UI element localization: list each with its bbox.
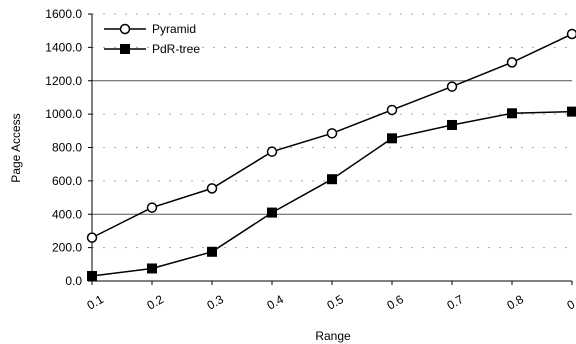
y-axis-title: Page Access — [9, 113, 23, 182]
point-pyramid-4 — [326, 128, 338, 139]
point-pyramid-5 — [386, 104, 398, 116]
legend-marker-pyramid — [119, 23, 131, 35]
x-tick-label-2: 0.3 — [205, 292, 227, 313]
point-pdr-tree-6 — [447, 119, 457, 130]
point-pyramid-1 — [146, 202, 158, 213]
point-pyramid-6 — [446, 81, 458, 92]
x-tick-label-4: 0.5 — [325, 292, 347, 313]
point-pdr-tree-5 — [387, 133, 397, 144]
x-tick-label-1: 0.2 — [145, 292, 167, 313]
x-tick-label-6: 0.7 — [445, 292, 467, 313]
y-tick-label-1: 200.0 — [52, 241, 82, 255]
point-pdr-tree-8 — [567, 106, 576, 117]
y-tick-label-2: 400.0 — [52, 207, 82, 221]
legend-marker-pdr-tree — [120, 44, 130, 54]
x-tick-label-8: 0.9 — [565, 292, 576, 313]
legend-label-pdr-tree: PdR-tree — [152, 42, 200, 56]
legend-label-pyramid: Pyramid — [152, 22, 196, 36]
point-pyramid-0 — [86, 232, 98, 243]
point-pdr-tree-3 — [267, 207, 277, 218]
point-pdr-tree-0 — [87, 270, 97, 281]
y-tick-label-6: 1200.0 — [45, 74, 82, 88]
point-pdr-tree-7 — [507, 108, 517, 119]
x-tick-label-5: 0.6 — [385, 292, 407, 313]
point-pyramid-8 — [566, 28, 576, 40]
point-pyramid-7 — [506, 57, 518, 68]
x-axis-title: Range — [315, 329, 351, 343]
point-pdr-tree-4 — [327, 174, 337, 185]
y-tick-label-8: 1600.0 — [45, 7, 82, 21]
point-pdr-tree-1 — [147, 263, 157, 274]
data-series — [86, 28, 576, 281]
x-tick-label-0: 0.1 — [85, 292, 107, 313]
point-pyramid-3 — [266, 146, 278, 157]
x-tick-label-7: 0.8 — [505, 292, 527, 313]
y-tick-label-4: 800.0 — [52, 141, 82, 155]
point-pyramid-2 — [206, 183, 218, 194]
y-tick-label-7: 1400.0 — [45, 40, 82, 54]
y-tick-label-3: 600.0 — [52, 174, 82, 188]
x-tick-label-3: 0.4 — [265, 292, 287, 313]
grid-lines — [92, 13, 572, 249]
y-tick-label-0: 0.0 — [65, 274, 82, 288]
point-pdr-tree-2 — [207, 246, 217, 257]
y-tick-label-5: 1000.0 — [45, 107, 82, 121]
legend: Pyramid PdR-tree — [104, 22, 200, 56]
